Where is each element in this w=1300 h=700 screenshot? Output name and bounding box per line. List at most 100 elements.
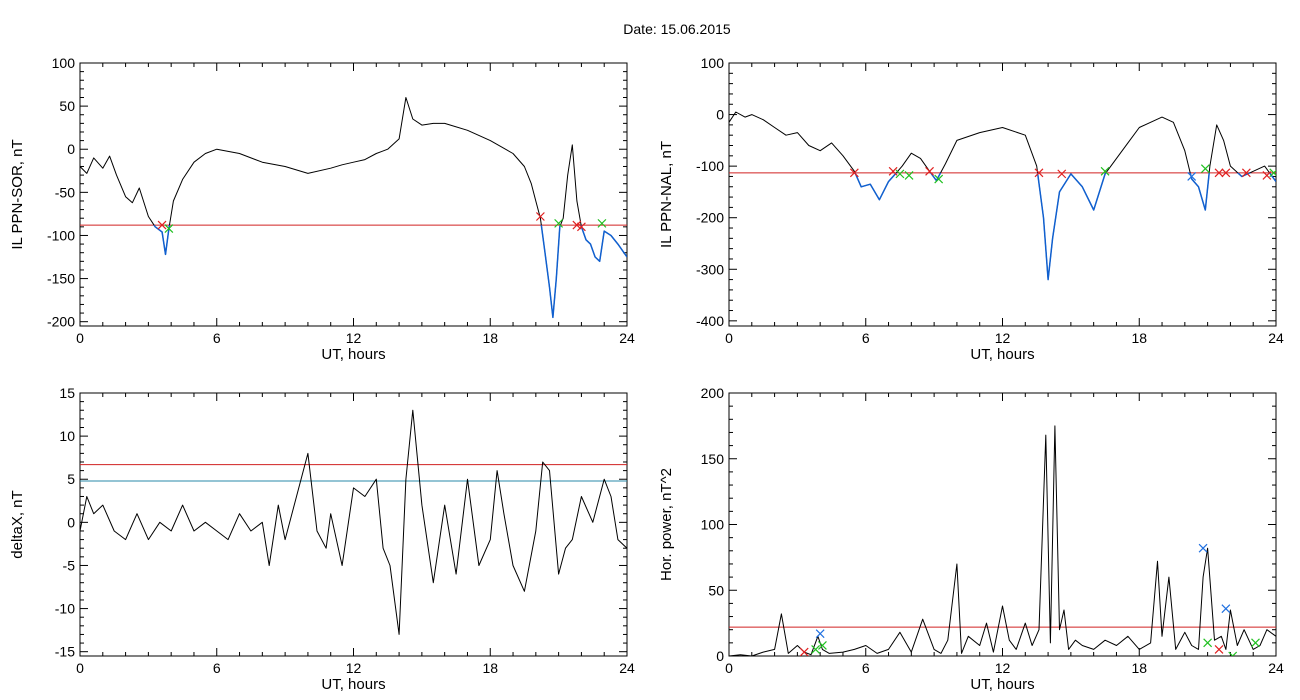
event-marker	[1262, 170, 1272, 180]
y-tick-label: 50	[59, 98, 75, 114]
event-marker	[554, 218, 564, 228]
plot-frame	[728, 62, 1277, 327]
y-tick-label: 15	[59, 385, 75, 401]
x-tick-label: 12	[995, 330, 1011, 346]
y-tick-label: 0	[716, 107, 724, 123]
event-marker	[1203, 638, 1213, 648]
event-marker	[1228, 651, 1238, 656]
y-tick-label: -200	[47, 314, 75, 330]
y-tick-label: 0	[716, 648, 724, 664]
event-marker	[157, 220, 167, 230]
event-marker	[1221, 604, 1231, 614]
x-axis-title: UT, hours	[321, 676, 385, 693]
event-marker	[597, 218, 607, 228]
x-tick-label: 0	[76, 660, 84, 676]
y-tick-label: 50	[708, 582, 724, 598]
event-marker	[535, 212, 545, 221]
y-tick-label: -5	[63, 557, 76, 573]
event-marker	[1241, 168, 1251, 178]
x-tick-label: 6	[862, 660, 870, 676]
y-tick-label: -50	[55, 184, 75, 200]
event-marker	[799, 647, 809, 656]
x-axis-title: UT, hours	[321, 346, 385, 363]
x-axis-title: UT, hours	[970, 676, 1034, 693]
event-marker	[888, 166, 898, 176]
y-tick-label: 200	[701, 385, 725, 401]
event-marker	[1221, 168, 1231, 178]
event-marker	[1034, 168, 1044, 178]
y-tick-label: -10	[55, 601, 75, 617]
x-tick-label: 18	[1131, 330, 1147, 346]
plot-area	[729, 111, 1276, 281]
date-title: Date: 15.06.2015	[623, 21, 731, 37]
plot-area	[80, 97, 627, 319]
chart-panel-deltax: 0 6 12 18 24 15 10 5 0 -5 -10 -15 UT, hours deltaX, n…	[9, 385, 635, 693]
chart-panel-power: 0 6 12 18 24 200 150 100 50 0 UT, hours Hor. power,…	[658, 385, 1284, 693]
y-tick-label: 0	[67, 514, 75, 530]
y-tick-label: -150	[47, 271, 75, 287]
event-marker	[1057, 169, 1067, 179]
event-marker	[849, 168, 859, 178]
series-below-threshold	[854, 172, 1276, 281]
plot-frame	[728, 392, 1277, 657]
y-axis-title: IL PPN-SOR, nT	[9, 139, 26, 249]
plot-frame	[79, 62, 628, 327]
x-tick-label: 6	[213, 330, 221, 346]
event-marker	[1100, 166, 1110, 176]
x-tick-label: 24	[619, 660, 635, 676]
chart-panel-sor: 0 6 12 18 24 100 50 0 -50 -100 -150 -200 UT, hours IL…	[9, 55, 635, 363]
y-tick-label: 100	[701, 517, 725, 533]
x-axis-title: UT, hours	[970, 346, 1034, 363]
series-line	[80, 409, 627, 635]
y-tick-label: 100	[52, 55, 76, 71]
series-line	[729, 111, 1276, 281]
x-tick-label: 24	[1268, 660, 1284, 676]
x-tick-label: 18	[1131, 660, 1147, 676]
series-line	[80, 97, 627, 318]
event-marker	[1200, 164, 1210, 174]
y-tick-label: -15	[55, 644, 75, 660]
event-marker	[934, 174, 944, 184]
y-axis-title: IL PPN-NAL, nT	[658, 141, 675, 248]
x-tick-label: 12	[346, 660, 362, 676]
x-tick-label: 12	[346, 330, 362, 346]
x-tick-label: 18	[482, 330, 498, 346]
event-marker	[895, 169, 905, 179]
x-tick-label: 0	[725, 660, 733, 676]
y-axis-title: Hor. power, nT^2	[658, 468, 675, 581]
x-tick-label: 6	[213, 660, 221, 676]
x-tick-label: 6	[862, 330, 870, 346]
chart-panel-nal: 0 6 12 18 24 100 0 -100 -200 -300 -400 UT, hours IL …	[658, 55, 1284, 363]
event-marker	[815, 629, 825, 639]
y-tick-label: -100	[47, 227, 75, 243]
event-marker	[1269, 168, 1276, 178]
y-axis-title: deltaX, nT	[9, 490, 26, 558]
y-tick-label: -200	[696, 210, 724, 226]
event-marker	[572, 220, 582, 230]
x-tick-label: 12	[995, 660, 1011, 676]
event-marker	[811, 645, 821, 654]
x-tick-label: 0	[725, 330, 733, 346]
event-marker	[818, 641, 827, 650]
plot-area	[80, 409, 627, 635]
event-marker	[576, 222, 586, 232]
event-marker	[1187, 172, 1197, 181]
event-marker	[925, 166, 934, 176]
x-tick-label: 24	[1268, 330, 1284, 346]
event-marker	[904, 170, 914, 180]
x-tick-label: 24	[619, 330, 635, 346]
y-tick-label: 150	[701, 451, 725, 467]
event-marker	[1198, 543, 1208, 553]
event-marker	[1214, 168, 1224, 178]
x-tick-label: 0	[76, 330, 84, 346]
series-line	[729, 425, 1276, 656]
event-marker	[164, 224, 174, 233]
y-tick-label: 10	[59, 428, 75, 444]
event-marker	[1214, 645, 1224, 654]
series-below-threshold	[153, 225, 627, 319]
y-tick-label: 0	[67, 141, 75, 157]
x-tick-label: 18	[482, 660, 498, 676]
y-tick-label: 5	[67, 471, 75, 487]
event-marker	[1251, 638, 1260, 648]
